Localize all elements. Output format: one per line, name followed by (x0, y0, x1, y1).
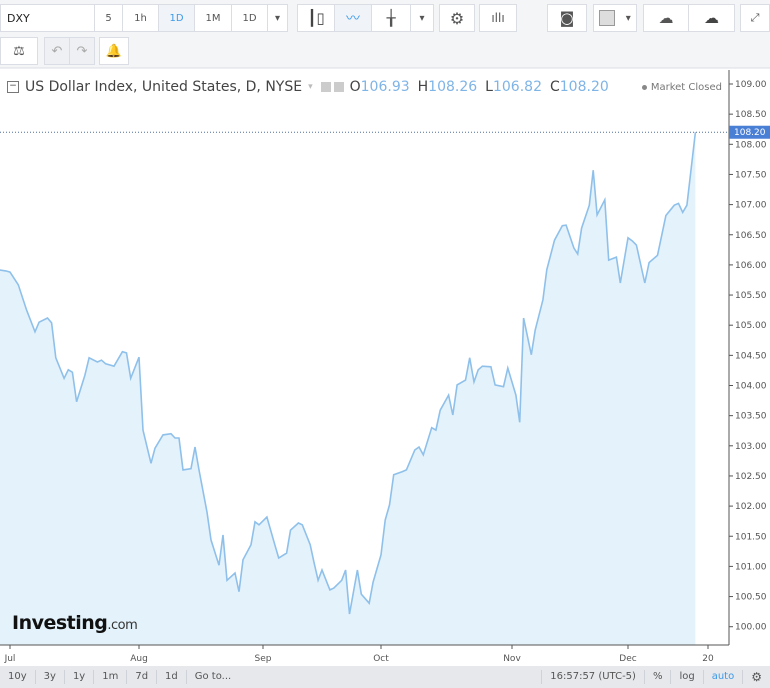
high-label: H (417, 79, 429, 95)
symbol-input[interactable]: DXY (0, 4, 95, 32)
y-tick-label: 103.00 (735, 442, 767, 452)
close-label: C (549, 79, 560, 95)
range-1d[interactable]: 1d (157, 670, 187, 684)
redo-button[interactable]: ↷ (69, 37, 95, 65)
color-box-icon (599, 10, 616, 26)
price-area (0, 132, 696, 645)
range-7d[interactable]: 7d (127, 670, 158, 684)
y-tick-label: 100.00 (735, 623, 767, 633)
chart-header: − US Dollar Index, United States, D, NYS… (0, 75, 728, 99)
redo-icon: ↷ (76, 43, 88, 59)
range-1m[interactable]: 1m (94, 670, 128, 684)
log-toggle[interactable]: log (671, 670, 704, 684)
compare-icon: ⚖ (13, 43, 25, 59)
y-tick-label: 105.50 (735, 291, 767, 301)
low-value: 106.82 (492, 79, 542, 95)
chevron-down-icon: ▾ (274, 12, 281, 24)
fullscreen-icon: ⤢ (750, 11, 760, 24)
chevron-down-icon: ▾ (419, 12, 425, 24)
save-button[interactable]: ☁ (688, 4, 735, 32)
indicator-dropdown[interactable]: ▾ (410, 4, 434, 32)
x-tick-label: 20 (702, 654, 714, 664)
interval-1h[interactable]: 1h (122, 4, 159, 32)
add-alert-button[interactable]: 🔔 (99, 37, 129, 65)
range-1y[interactable]: 1y (65, 670, 95, 684)
alert-add-icon: 🔔 (105, 43, 123, 59)
y-tick-label: 109.00 (735, 80, 767, 90)
candles-button[interactable]: ┃▯ (297, 4, 335, 32)
undo-button[interactable]: ↶ (44, 37, 70, 65)
y-tick-label: 102.00 (735, 502, 767, 512)
y-tick-label: 104.00 (735, 382, 767, 392)
collapse-icon[interactable]: − (7, 81, 19, 93)
market-status: Market Closed (650, 81, 722, 93)
title-dropdown-icon[interactable]: ▾ (308, 82, 313, 92)
line-chart-icon: 〰 (346, 11, 360, 27)
goto-button[interactable]: Go to... (187, 670, 543, 684)
chart-title: US Dollar Index, United States, D, NYSE (25, 79, 303, 95)
x-tick-label: Aug (130, 654, 148, 664)
y-tick-label: 106.00 (735, 261, 767, 271)
last-price-label-box (729, 125, 770, 139)
status-dot-icon (641, 84, 647, 90)
camera-icon: ◙ (559, 9, 575, 27)
y-tick-label: 106.50 (735, 231, 767, 241)
load-button[interactable]: ☁ (643, 4, 689, 32)
candles-icon: ┃▯ (307, 9, 325, 27)
x-tick-label: Dec (619, 654, 636, 664)
y-tick-label: 107.00 (735, 201, 767, 211)
open-label: O (349, 79, 361, 95)
visibility-icon[interactable] (320, 82, 331, 92)
settings-icon[interactable]: ⚙ (751, 670, 762, 684)
y-tick-label: 105.00 (735, 321, 767, 331)
open-value: 106.93 (360, 79, 410, 95)
y-tick-label: 101.50 (735, 532, 767, 542)
cloud-download-icon: ☁ (658, 9, 674, 27)
low-label: L (485, 79, 493, 95)
percent-toggle[interactable]: % (645, 670, 672, 684)
interval-1m[interactable]: 1M (194, 4, 232, 32)
toolbar: DXY 5 1h 1D 1M 1D ▾ ┃▯ 〰 ╁ ▾ ⚙ ıllı ◙ ▾ … (0, 0, 770, 68)
x-tick-label: Sep (255, 654, 272, 664)
last-price-label: 108.20 (734, 128, 766, 138)
y-tick-label: 100.50 (735, 593, 767, 603)
x-tick-label: Jul (4, 654, 16, 664)
color-button[interactable]: ▾ (593, 4, 637, 32)
auto-toggle[interactable]: auto (704, 670, 744, 684)
y-tick-label: 103.50 (735, 412, 767, 422)
high-value: 108.26 (428, 79, 478, 95)
clock: 16:57:57 (UTC-5) (542, 670, 645, 684)
x-tick-label: Oct (373, 654, 389, 664)
y-tick-label: 101.00 (735, 562, 767, 572)
bottom-bar: 10y 3y 1y 1m 7d 1d Go to... 16:57:57 (UT… (0, 666, 770, 688)
x-tick-label: Nov (503, 654, 521, 664)
indicator-button[interactable]: ╁ (371, 4, 411, 32)
y-tick-label: 102.50 (735, 472, 767, 482)
settings-button[interactable]: ⚙ (439, 4, 475, 32)
interval-custom[interactable]: 1D (231, 4, 268, 32)
studies-icon: ıllı (491, 11, 505, 25)
y-tick-label: 104.50 (735, 351, 767, 361)
investing-logo: Investing.com (12, 612, 138, 634)
studies-button[interactable]: ıllı (479, 4, 517, 32)
undo-icon: ↶ (51, 43, 63, 59)
chevron-down-icon: ▾ (625, 12, 631, 24)
close-value: 108.20 (559, 79, 609, 95)
line-chart-button[interactable]: 〰 (334, 4, 372, 32)
y-tick-label: 108.00 (735, 140, 767, 150)
price-line (0, 132, 697, 615)
screenshot-button[interactable]: ◙ (547, 4, 587, 32)
range-3y[interactable]: 3y (36, 670, 65, 684)
settings-icon: ⚙ (449, 8, 465, 28)
range-10y[interactable]: 10y (0, 670, 36, 684)
cloud-upload-icon: ☁ (704, 9, 719, 27)
chart[interactable]: 100.00 100.50 101.00 101.50 102.00 102.50 103.… (0, 0, 770, 666)
interval-dropdown[interactable]: ▾ (267, 4, 288, 32)
y-tick-label: 107.50 (735, 170, 767, 180)
y-tick-label: 108.50 (735, 110, 767, 120)
settings-small-icon[interactable] (333, 82, 344, 92)
compare-button[interactable]: ⚖ (0, 37, 38, 65)
indicator-icon: ╁ (386, 9, 396, 27)
